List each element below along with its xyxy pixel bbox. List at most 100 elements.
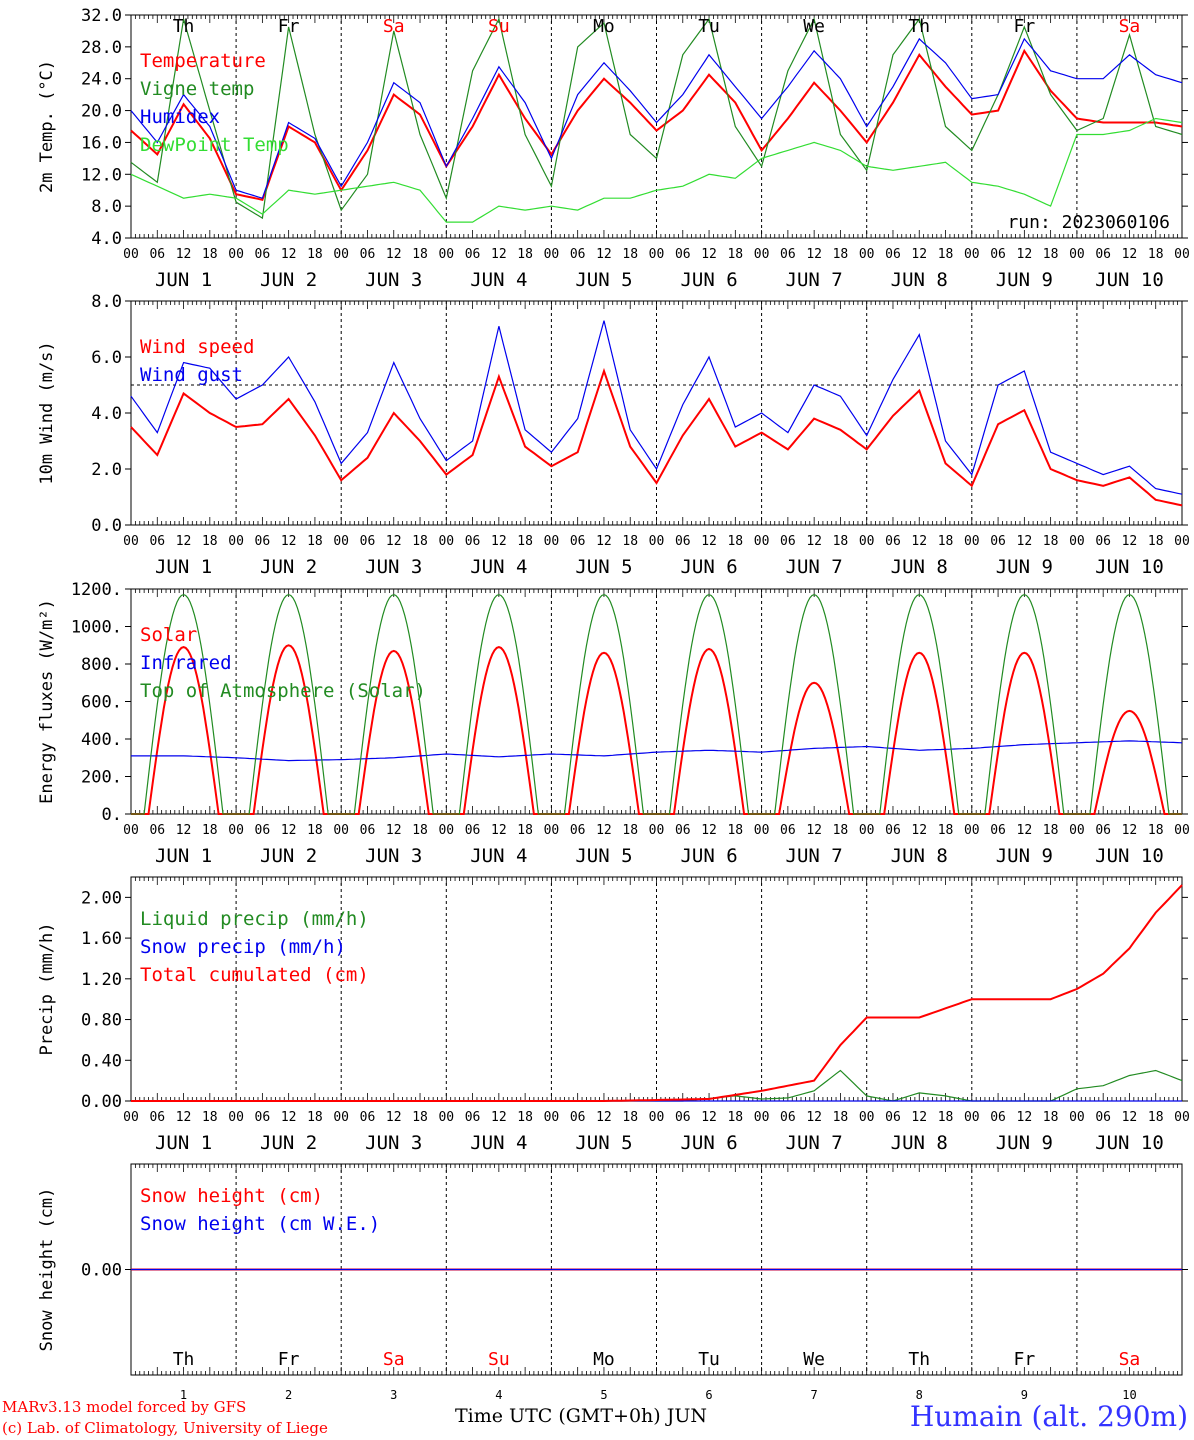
- hour-tick-label: 06: [149, 247, 165, 262]
- hour-tick-label: 12: [701, 247, 717, 262]
- legend-entry: Liquid precip (mm/h): [140, 908, 369, 930]
- hour-tick-label: 06: [570, 247, 586, 262]
- day-label: JUN 10: [1095, 556, 1164, 578]
- day-label: JUN 5: [575, 845, 632, 867]
- hour-tick-label: 06: [885, 823, 901, 838]
- hour-tick-label: 12: [1122, 534, 1138, 549]
- hour-tick-label: 18: [1043, 823, 1059, 838]
- hour-tick-label: 18: [307, 247, 323, 262]
- hour-tick-label: 00: [649, 1110, 665, 1125]
- hour-tick-label: 06: [465, 1110, 481, 1125]
- hour-tick-label: 06: [990, 534, 1006, 549]
- hour-tick-label: 06: [675, 247, 691, 262]
- hour-tick-label: 12: [491, 1110, 507, 1125]
- hour-tick-label: 00: [964, 534, 980, 549]
- hour-tick-label: 18: [833, 247, 849, 262]
- weekday-label: Su: [488, 16, 510, 37]
- legend-entry: Solar: [140, 624, 197, 646]
- hour-tick-label: 12: [806, 1110, 822, 1125]
- day-label: JUN 7: [786, 1132, 843, 1154]
- hour-tick-label: 06: [990, 823, 1006, 838]
- y-tick-label: 8.0: [91, 292, 122, 312]
- day-number-label: 7: [811, 1388, 818, 1402]
- station-name: Humain (alt. 290m): [909, 1400, 1188, 1433]
- hour-tick-label: 18: [833, 823, 849, 838]
- hour-tick-label: 00: [859, 534, 875, 549]
- hour-tick-label: 12: [911, 247, 927, 262]
- hour-tick-label: 12: [281, 823, 297, 838]
- y-tick-label: 1000.: [71, 618, 122, 638]
- hour-tick-label: 12: [806, 247, 822, 262]
- series-line-infrared: [131, 740, 1183, 762]
- hour-tick-label: 12: [176, 534, 192, 549]
- hour-tick-label: 18: [1148, 247, 1164, 262]
- hour-tick-label: 18: [517, 823, 533, 838]
- y-tick-label: 20.0: [81, 102, 122, 122]
- series-line-dewpoint-temp: [130, 117, 1183, 223]
- hour-tick-label: 06: [675, 1110, 691, 1125]
- day-label: JUN 3: [365, 556, 422, 578]
- weekday-label: Th: [908, 16, 930, 37]
- hour-tick-label: 00: [1174, 534, 1190, 549]
- y-tick-label: 0.: [102, 805, 122, 825]
- hour-tick-label: 18: [412, 247, 428, 262]
- hour-tick-label: 18: [833, 534, 849, 549]
- hour-tick-label: 06: [570, 534, 586, 549]
- hour-tick-label: 18: [622, 534, 638, 549]
- hour-tick-label: 06: [780, 1110, 796, 1125]
- day-label: JUN 8: [891, 845, 948, 867]
- panel-3: 0. 200. 400. 600. 800. 1000. 1200. Energy fluxe…: [37, 580, 1190, 867]
- y-axis-label: 10m Wind (m/s): [37, 341, 57, 484]
- hour-tick-label: 12: [806, 823, 822, 838]
- hour-tick-label: 06: [360, 534, 376, 549]
- weekday-label: Mo: [593, 16, 615, 37]
- hour-tick-label: 12: [386, 823, 402, 838]
- hour-tick-label: 00: [123, 247, 139, 262]
- hour-tick-label: 12: [281, 534, 297, 549]
- hour-tick-label: 18: [1148, 1110, 1164, 1125]
- hour-tick-label: 06: [360, 247, 376, 262]
- weekday-label: Fr: [278, 16, 300, 37]
- hour-tick-label: 18: [1148, 534, 1164, 549]
- model-credit: MARv3.13 model forced by GFS: [2, 1398, 247, 1416]
- hour-tick-label: 18: [202, 247, 218, 262]
- series-line-total-cumulated-cm-: [131, 884, 1183, 1102]
- hour-tick-label: 06: [255, 823, 271, 838]
- hour-tick-label: 18: [517, 534, 533, 549]
- day-label: JUN 10: [1095, 845, 1164, 867]
- hour-tick-label: 18: [517, 1110, 533, 1125]
- day-label: JUN 10: [1095, 269, 1164, 291]
- series-line-temperature: [130, 48, 1183, 201]
- day-label: JUN 1: [155, 1132, 212, 1154]
- hour-tick-label: 18: [622, 247, 638, 262]
- hour-tick-label: 06: [255, 534, 271, 549]
- hour-tick-label: 00: [544, 534, 560, 549]
- hour-tick-label: 00: [228, 534, 244, 549]
- hour-tick-label: 06: [885, 534, 901, 549]
- y-tick-label: 1.20: [81, 970, 122, 990]
- day-label: JUN 2: [260, 845, 317, 867]
- y-tick-label: 0.00: [81, 1092, 122, 1112]
- day-label: JUN 7: [786, 556, 843, 578]
- legend-entry: Snow height (cm): [140, 1185, 323, 1207]
- hour-tick-label: 00: [228, 247, 244, 262]
- hour-tick-label: 06: [1095, 247, 1111, 262]
- hour-tick-label: 18: [517, 247, 533, 262]
- hour-tick-label: 00: [649, 823, 665, 838]
- hour-tick-label: 00: [123, 823, 139, 838]
- legend-entry: Humidex: [140, 106, 220, 128]
- weekday-label: Fr: [1014, 16, 1036, 37]
- day-number-label: 5: [600, 1388, 607, 1402]
- hour-tick-label: 06: [465, 534, 481, 549]
- hour-tick-label: 12: [491, 534, 507, 549]
- hour-tick-label: 12: [596, 823, 612, 838]
- hour-tick-label: 18: [412, 1110, 428, 1125]
- hour-tick-label: 00: [859, 1110, 875, 1125]
- weekday-label: Th: [173, 1349, 195, 1370]
- day-label: JUN 9: [996, 556, 1053, 578]
- weekday-label: Fr: [1014, 1349, 1036, 1370]
- day-number-label: 6: [705, 1388, 712, 1402]
- hour-tick-label: 18: [727, 247, 743, 262]
- hour-tick-label: 00: [1174, 823, 1190, 838]
- hour-tick-label: 06: [465, 247, 481, 262]
